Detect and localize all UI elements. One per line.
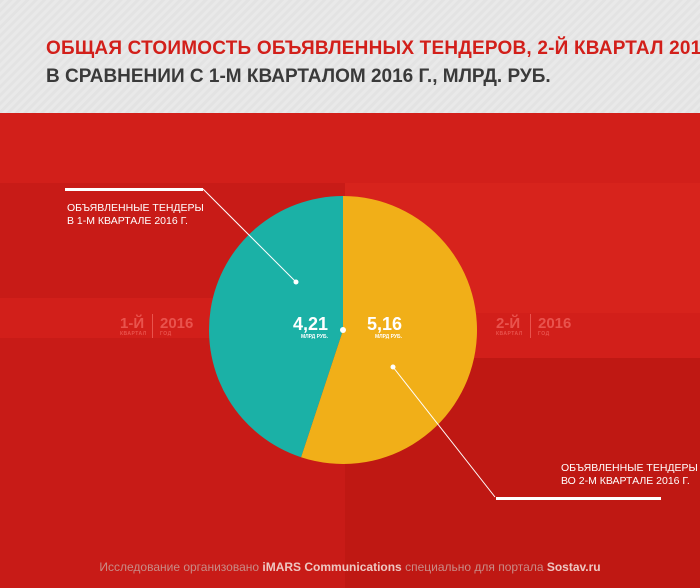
q2-pie-slice bbox=[301, 196, 477, 464]
q1-value-label: 4,21 МЛРД РУБ. bbox=[292, 314, 328, 340]
q2-leader-line-dot bbox=[390, 364, 396, 370]
header: ОБЩАЯ СТОИМОСТЬ ОБЪЯВЛЕННЫХ ТЕНДЕРОВ, 2-… bbox=[0, 0, 700, 113]
right-quarter-label: 2-Й КВАРТАЛ bbox=[496, 315, 523, 337]
right-quarter-separator bbox=[530, 314, 531, 338]
page-title: ОБЩАЯ СТОИМОСТЬ ОБЪЯВЛЕННЫХ ТЕНДЕРОВ, 2-… bbox=[46, 38, 700, 59]
header-stripes bbox=[0, 0, 700, 113]
footer-credits: Исследование организовано iMARS Communic… bbox=[99, 560, 601, 574]
left-quarter-label: 1-Й КВАРТАЛ bbox=[120, 315, 147, 337]
left-quarter-separator bbox=[152, 314, 153, 338]
left-year-label: 2016 ГОД bbox=[160, 315, 194, 337]
q1-leader-line-dot bbox=[293, 279, 299, 285]
q1-pie-slice bbox=[209, 196, 343, 458]
right-year-label: 2016 ГОД bbox=[538, 315, 572, 337]
q1-leader-line bbox=[202, 188, 297, 283]
q2-leader-line bbox=[392, 366, 496, 498]
page-subtitle: В СРАВНЕНИИ С 1-М КВАРТАЛОМ 2016 Г., МЛР… bbox=[46, 66, 551, 87]
q1-callout-underline bbox=[65, 188, 203, 191]
pie-center-dot bbox=[340, 327, 346, 333]
q2-callout: ОБЪЯВЛЕННЫЕ ТЕНДЕРЫ ВО 2-М КВАРТАЛЕ 2016… bbox=[561, 462, 698, 487]
q1-callout: ОБЪЯВЛЕННЫЕ ТЕНДЕРЫ В 1-М КВАРТАЛЕ 2016 … bbox=[67, 202, 204, 227]
q2-callout-underline bbox=[496, 497, 661, 500]
q2-value-label: 5,16 МЛРД РУБ. bbox=[366, 314, 402, 340]
